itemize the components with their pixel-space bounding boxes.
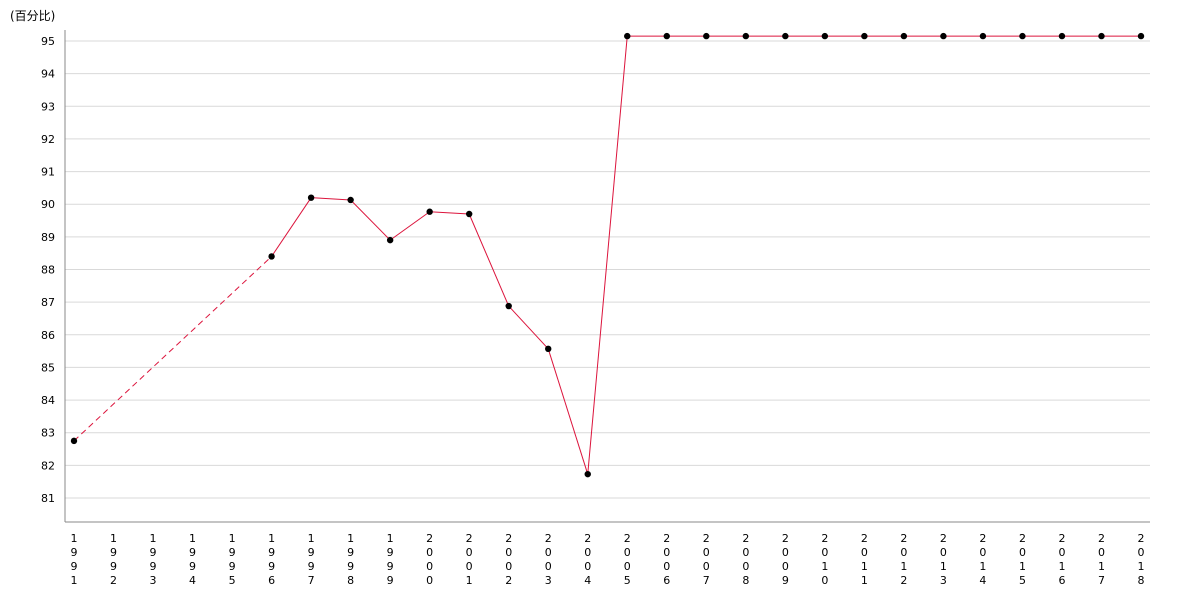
gridlines	[65, 40, 1150, 499]
data-point	[1137, 32, 1145, 40]
data-point	[782, 32, 789, 40]
data-point	[545, 345, 552, 353]
data-point	[821, 32, 829, 40]
data-point	[307, 194, 315, 201]
series-segment	[468, 213, 510, 307]
data-point	[584, 470, 591, 478]
series-segment	[389, 211, 430, 241]
series-segment	[508, 305, 549, 350]
data-point	[1098, 32, 1105, 40]
y-tick-label: 94	[41, 68, 55, 81]
y-tick-label: 81	[41, 492, 55, 505]
series-segment	[350, 199, 391, 241]
y-tick-label: 92	[41, 133, 55, 146]
data-point	[1058, 32, 1066, 40]
data-point	[624, 32, 631, 40]
series-lines	[73, 35, 1141, 475]
data-point	[268, 253, 275, 260]
data-point	[347, 196, 354, 204]
y-tick-label: 93	[41, 100, 55, 113]
data-point	[1019, 32, 1026, 40]
data-point	[70, 437, 78, 445]
series-segment	[271, 197, 312, 257]
series-segment	[429, 211, 470, 215]
data-point	[663, 32, 670, 40]
y-axis-label: (百分比)	[10, 9, 56, 23]
y-tick-label: 90	[41, 198, 55, 211]
y-tick-label: 95	[41, 35, 55, 48]
y-tick-label: 83	[41, 427, 55, 440]
data-point	[703, 32, 710, 40]
series-segment	[587, 36, 628, 475]
series-segment	[311, 197, 351, 201]
data-point	[505, 302, 512, 310]
y-tick-label: 84	[41, 394, 55, 407]
data-point	[979, 32, 987, 40]
series-segment	[73, 256, 272, 442]
data-point	[900, 32, 908, 40]
data-point	[386, 236, 394, 244]
data-point	[742, 32, 750, 40]
axes: 81 82 83 84 85 86 87 88 89 90 91 92 93 94 95 1 9 9 1 1 9 9 2 1 9…	[41, 30, 1150, 587]
y-tick-label: 88	[41, 264, 55, 277]
series-markers	[70, 32, 1145, 478]
series-segment	[547, 348, 589, 475]
y-tick-label: 82	[41, 459, 55, 472]
data-point	[861, 32, 868, 40]
data-point	[465, 210, 473, 218]
y-tick-label: 85	[41, 361, 55, 374]
data-point	[940, 32, 947, 40]
y-tick-label: 89	[41, 231, 55, 244]
y-tick-label: 87	[41, 296, 55, 309]
data-point	[426, 208, 433, 215]
y-tick-label: 86	[41, 329, 55, 342]
y-tick-label: 91	[41, 166, 55, 179]
